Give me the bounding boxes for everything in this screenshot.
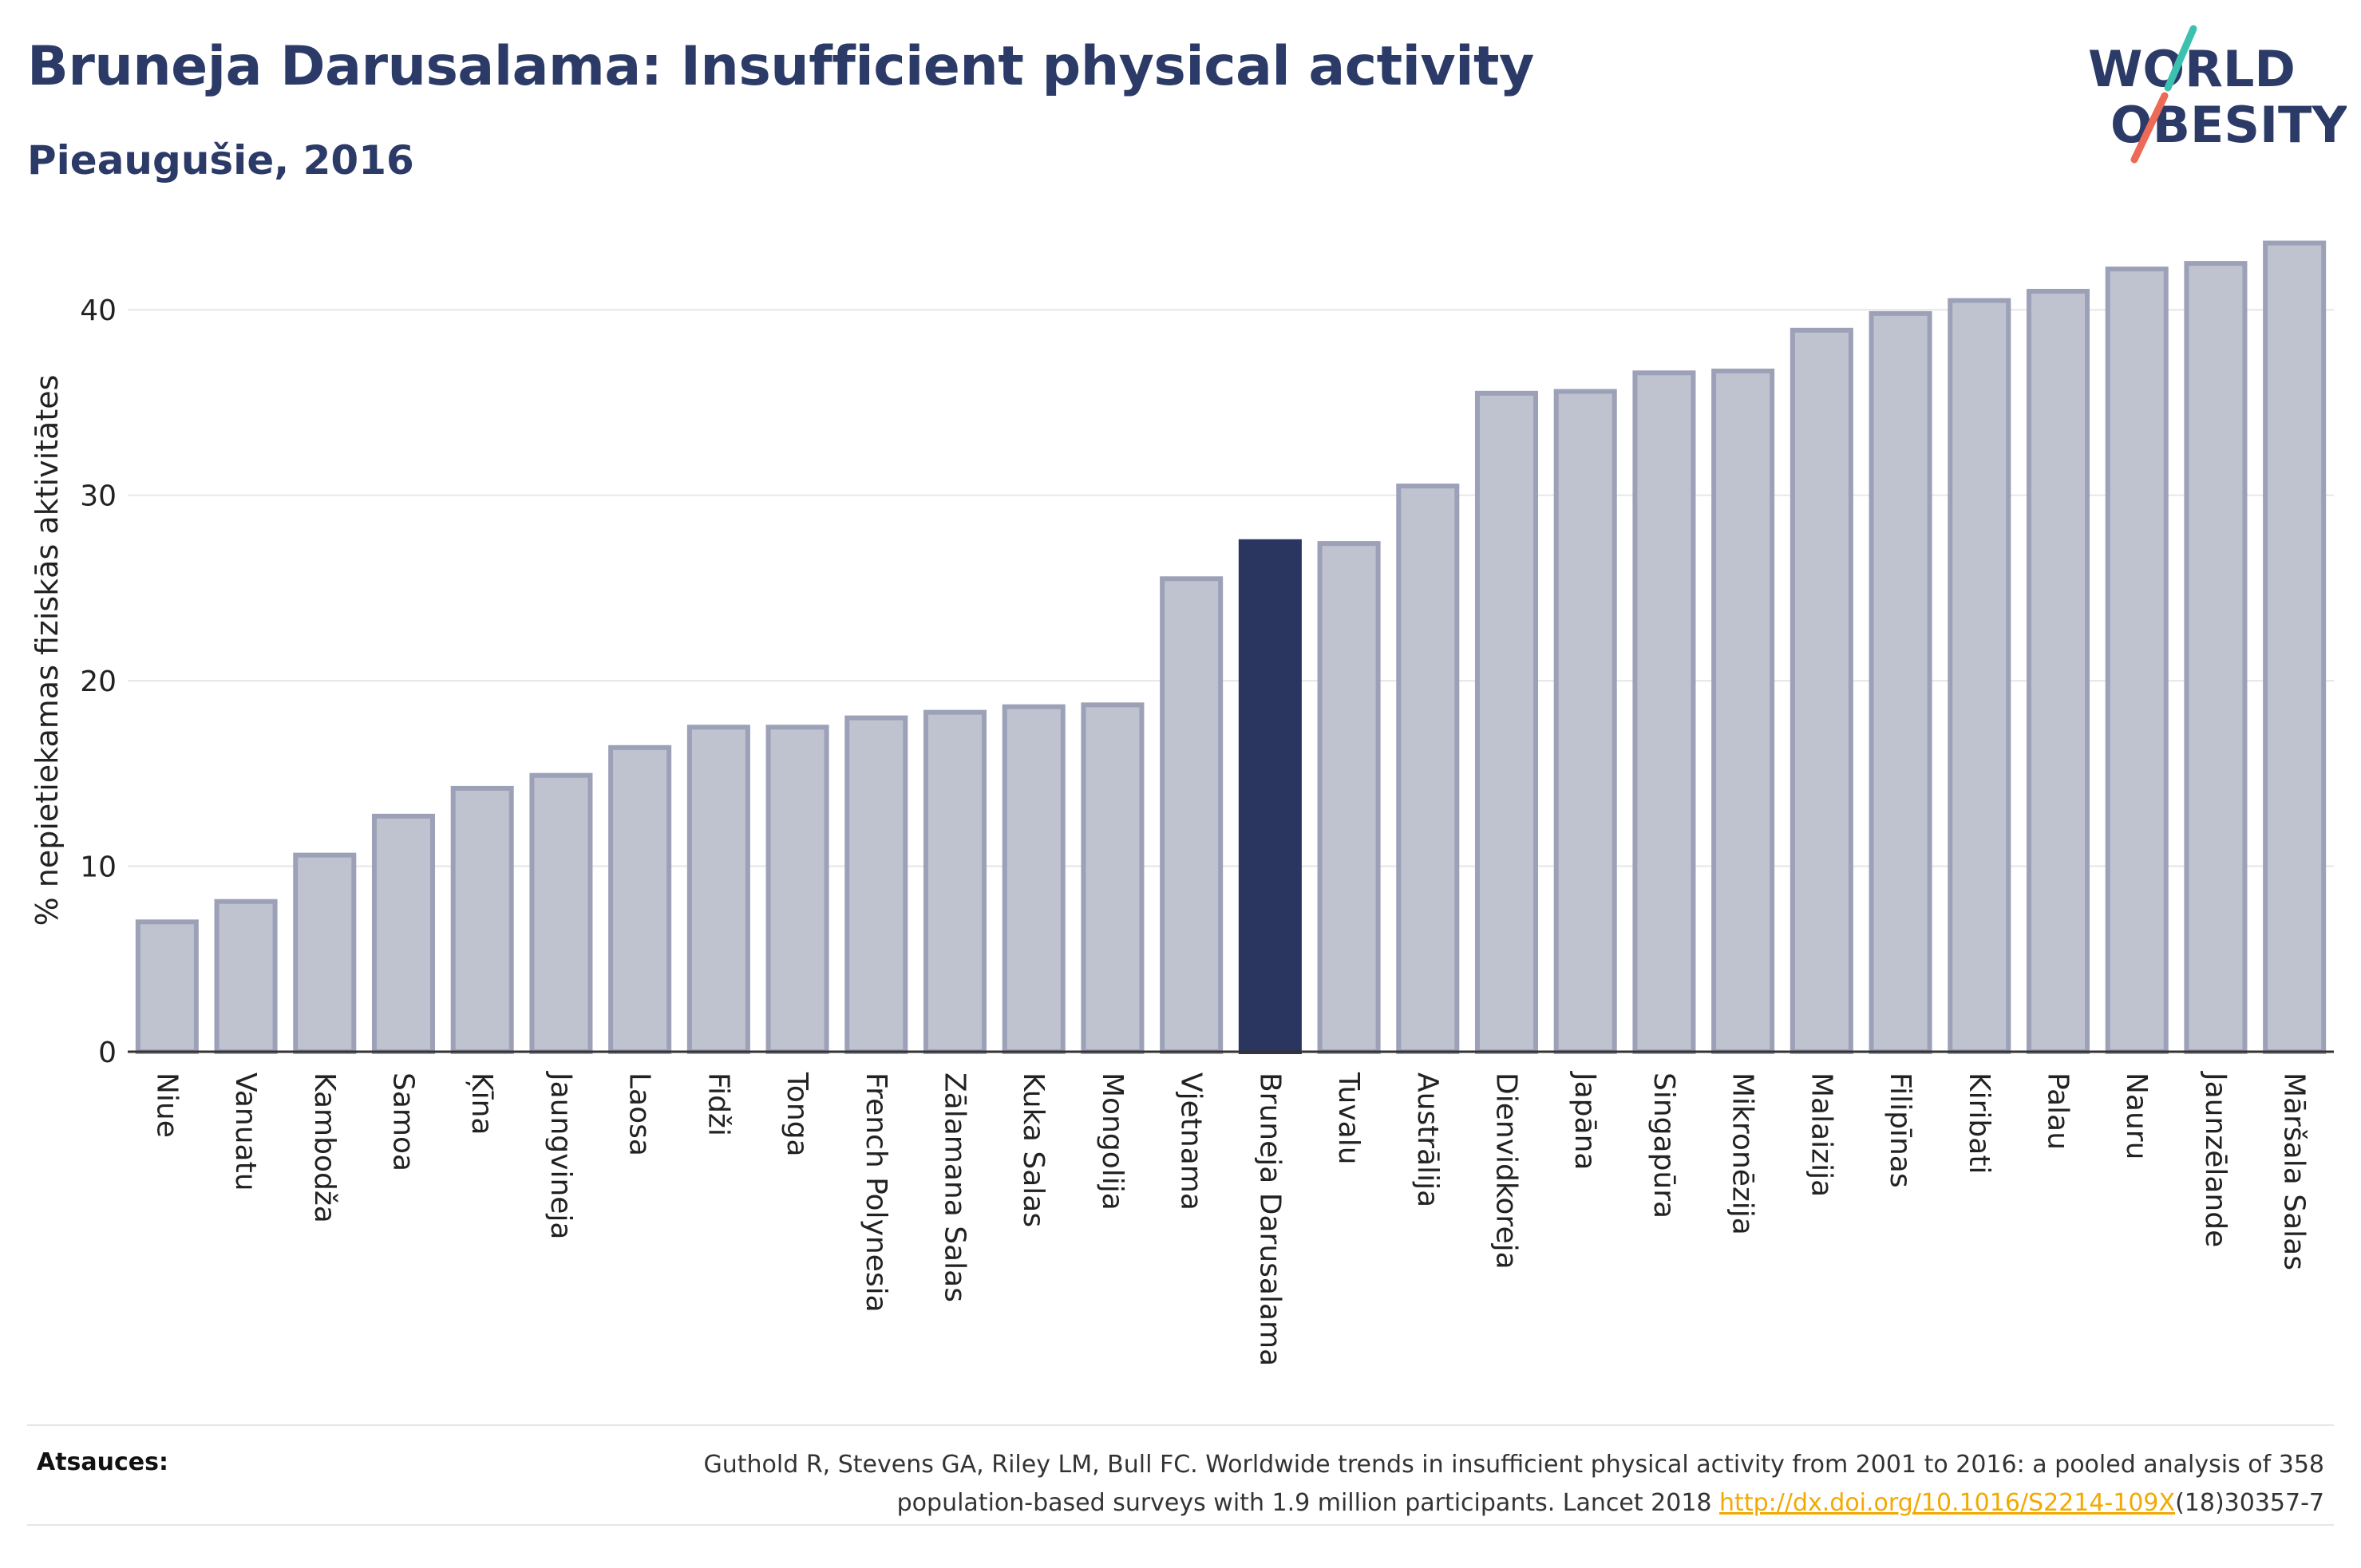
chart-subtitle: Pieaugušie, 2016 — [27, 137, 414, 184]
x-tick-label: Zālamana Salas — [939, 1072, 971, 1302]
bar — [923, 709, 987, 1054]
bar — [529, 772, 593, 1054]
bar — [1474, 390, 1539, 1055]
logo-slash-coral — [2130, 92, 2169, 164]
x-tick-label: Japāna — [1568, 1071, 1601, 1170]
bar — [1711, 368, 1775, 1054]
bar — [135, 919, 199, 1055]
x-tick-label: Dienvidkoreja — [1490, 1072, 1523, 1270]
x-tick-label: Jaunzēlande — [2199, 1071, 2232, 1247]
x-tick-label: Fidži — [702, 1072, 734, 1136]
bar-chart: 0 10 20 30 40 Niue Vanuatu Kambodža Samoa Ķīna Ja… — [30, 240, 2334, 1366]
bar — [1948, 298, 2011, 1055]
y-tick-label: 10 — [80, 851, 117, 884]
bar — [844, 715, 908, 1054]
x-tick-label: Palau — [2042, 1072, 2074, 1150]
world-obesity-logo: WORLD OBESITY — [2088, 25, 2347, 164]
bar — [1081, 702, 1145, 1055]
x-tick-label: Samoa — [387, 1072, 420, 1171]
bar — [686, 725, 750, 1054]
sources-line1: Guthold R, Stevens GA, Riley LM, Bull FC… — [703, 1451, 2324, 1479]
bar — [450, 785, 514, 1054]
x-tick-label: Filipīnas — [1884, 1072, 1916, 1188]
sources-line2-suffix: (18)30357-7 — [2175, 1489, 2324, 1517]
bar — [1790, 327, 1853, 1054]
sources-line2: population-based surveys with 1.9 millio… — [488, 1484, 2324, 1523]
x-tick-label: Mongolija — [1096, 1072, 1129, 1211]
x-tick-label: Tonga — [781, 1072, 813, 1157]
y-axis-label: % nepietiekamas fiziskās aktivitātes — [30, 375, 65, 926]
x-tick-label: French Polynesia — [860, 1072, 892, 1313]
bars — [135, 240, 2327, 1055]
bar — [608, 745, 672, 1055]
chart-title: Bruneja Darusalama: Insufficient physica… — [27, 35, 1534, 98]
x-tick-label: Vanuatu — [229, 1072, 262, 1191]
y-tick-label: 0 — [98, 1037, 117, 1069]
bar — [2263, 240, 2327, 1054]
bar — [765, 725, 829, 1054]
x-tick-label: Malaizija — [1805, 1072, 1837, 1197]
sources-line2-prefix: population-based surveys with 1.9 millio… — [896, 1489, 1720, 1517]
y-tick-label: 40 — [80, 294, 117, 327]
bar-highlight — [1238, 539, 1302, 1054]
bar — [1002, 704, 1066, 1054]
x-tick-label: Mikronēzija — [1726, 1072, 1759, 1235]
footer-bottom-rule — [27, 1524, 2334, 1526]
bar — [2026, 288, 2090, 1054]
bar — [1869, 310, 1932, 1055]
bar — [293, 852, 357, 1054]
x-tick-label: Māršala Salas — [2278, 1072, 2311, 1270]
x-tick-label: Kuka Salas — [1017, 1072, 1050, 1227]
bar — [1396, 484, 1460, 1054]
x-tick-label: Niue — [150, 1072, 183, 1138]
x-tick-label: Kambodža — [308, 1072, 341, 1223]
bar — [2184, 261, 2248, 1055]
logo-line1: WORLD — [2088, 40, 2296, 98]
y-tick-label: 20 — [80, 666, 117, 698]
x-tick-label: Singapūra — [1647, 1072, 1680, 1218]
x-tick-label: Kiribati — [1963, 1072, 1995, 1174]
x-axis-ticks: Niue Vanuatu Kambodža Samoa Ķīna Jaungvineja L… — [150, 1071, 2310, 1366]
bar — [1317, 541, 1381, 1054]
bar — [371, 813, 436, 1054]
sources-text: Guthold R, Stevens GA, Riley LM, Bull FC… — [488, 1446, 2324, 1523]
bar — [214, 899, 278, 1054]
x-tick-label: Laosa — [623, 1072, 656, 1156]
bar — [1632, 370, 1696, 1054]
x-tick-label: Nauru — [2120, 1072, 2153, 1159]
y-tick-label: 30 — [80, 480, 117, 513]
x-tick-label: Austrālija — [1411, 1072, 1444, 1207]
x-tick-label: Bruneja Darusalama — [1253, 1072, 1286, 1366]
logo-slash-teal — [2164, 25, 2197, 92]
x-tick-label: Ķīna — [465, 1072, 498, 1136]
bar — [1160, 576, 1224, 1054]
bar — [1553, 389, 1617, 1054]
x-tick-label: Vjetnama — [1175, 1072, 1208, 1211]
x-tick-label: Tuvalu — [1332, 1072, 1365, 1165]
footer-top-rule — [27, 1424, 2334, 1426]
y-axis-ticks: 0 10 20 30 40 — [80, 294, 117, 1069]
doi-link[interactable]: http://dx.doi.org/10.1016/S2214-109X — [1719, 1489, 2176, 1517]
bar — [2105, 267, 2169, 1054]
x-tick-label: Jaungvineja — [544, 1071, 577, 1240]
sources-label: Atsauces: — [37, 1448, 168, 1476]
